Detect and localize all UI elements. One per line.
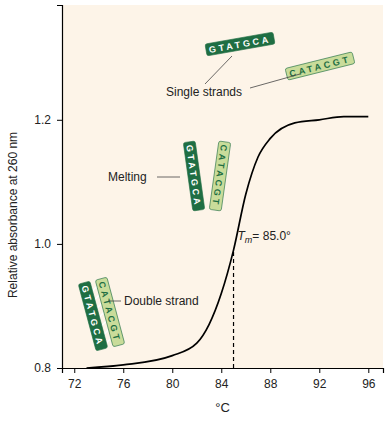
strand-sequence: GTATGCA: [208, 35, 269, 55]
tick: 72: [68, 368, 82, 391]
double-strand-light: CATACGT: [95, 277, 124, 347]
melting-temperature-line: [233, 250, 234, 368]
tick-label: 80: [166, 377, 180, 391]
y-axis-title: Relative absorbance at 260 nm: [6, 132, 20, 298]
strand-body: [95, 277, 124, 347]
strand-body: [205, 32, 275, 56]
tick-label: 84: [215, 377, 229, 391]
x-axis: 72 76 80 84 88 92 96: [63, 368, 384, 391]
annotation-leader: [205, 56, 232, 84]
annotation-leader: [157, 177, 180, 178]
melting-temperature-label: Tm= 85.0°: [238, 229, 292, 245]
strand-body: [209, 141, 230, 211]
axis-line: [63, 369, 384, 374]
tick-mark: [57, 244, 62, 245]
tick-mark: [57, 120, 62, 121]
tick: 88: [264, 368, 278, 391]
tick-mark: [123, 368, 124, 373]
tick-mark: [74, 368, 75, 373]
tick-label: 1.0: [34, 237, 51, 251]
tick-label: 72: [68, 377, 82, 391]
melting-curve: [87, 117, 369, 368]
axis-line: [57, 6, 63, 369]
x-axis-title: °C: [215, 400, 230, 415]
melting-strand-dark: GTATGCA: [183, 141, 204, 211]
tick-mark: [221, 368, 222, 373]
strand-body: [183, 141, 204, 211]
y-axis: 0.8 1.0 1.2: [34, 6, 62, 376]
annotation-leader: [250, 74, 300, 88]
tick: 84: [215, 368, 229, 391]
tick: 96: [362, 368, 376, 391]
single-strand-light: CATACGT: [285, 52, 355, 80]
tick-mark: [172, 368, 173, 373]
plot-area: [87, 117, 369, 368]
tick-label: 88: [264, 377, 278, 391]
tick-label: 92: [313, 377, 327, 391]
strand-body: [285, 52, 355, 80]
annotation-leader: [108, 301, 121, 302]
tick: 0.8: [34, 361, 62, 375]
strand-sequence: GTATGCA: [184, 144, 202, 205]
tick: 76: [117, 368, 131, 391]
single-strand-dark: GTATGCA: [205, 32, 275, 56]
annotation: Double strand: [124, 294, 199, 308]
tick-label: 96: [362, 377, 376, 391]
tick-label: 0.8: [34, 361, 51, 375]
strand-sequence: CATACGT: [97, 280, 122, 341]
tick-mark: [270, 368, 271, 373]
plot-background: [62, 5, 383, 368]
tick: 80: [166, 368, 180, 391]
tick-label: 1.2: [34, 113, 51, 127]
tick: 92: [313, 368, 327, 391]
tick: 1.2: [34, 113, 62, 127]
chart-svg: 72 76 80 84 88 92 96 0.8 1.0 1.2 °C Relative absorb…: [0, 0, 388, 423]
chart-container: 72 76 80 84 88 92 96 0.8 1.0 1.2 °C Relative absorb…: [0, 0, 388, 423]
tick-mark: [57, 368, 62, 369]
tick-mark: [368, 368, 369, 373]
tick: 1.0: [34, 237, 62, 251]
annotation: Melting: [108, 170, 147, 184]
strand-sequence: CATACGT: [211, 144, 229, 205]
tick-label: 76: [117, 377, 131, 391]
strand-sequence: CATACGT: [288, 55, 349, 79]
melting-strand-light: CATACGT: [209, 141, 230, 211]
annotation: Single strands: [166, 85, 242, 99]
tick-mark: [319, 368, 320, 373]
